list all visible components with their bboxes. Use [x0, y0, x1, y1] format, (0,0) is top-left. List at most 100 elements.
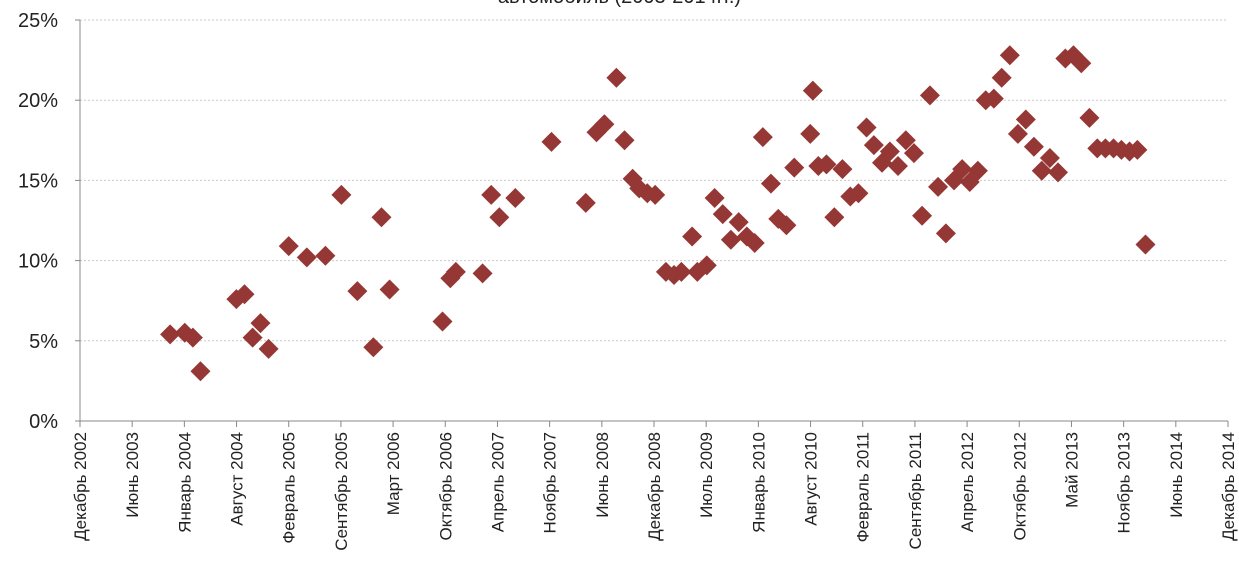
x-tick-label: Март 2006: [384, 432, 403, 515]
y-tick-labels: 0% 5% 10% 15% 20% 25%: [18, 10, 58, 433]
data-point: [800, 123, 821, 144]
y-tick-label: 15%: [18, 170, 58, 192]
data-point: [379, 279, 400, 300]
data-point: [575, 192, 596, 213]
data-point: [832, 159, 853, 180]
x-tick-labels: Декабрь 2002 Июнь 2003 Январь 2004 Август 2…: [71, 432, 1238, 551]
data-point: [1023, 136, 1044, 157]
x-tick-label: Август 2010: [802, 432, 821, 526]
data-point: [481, 184, 502, 205]
x-tick-label: Сентябрь 2011: [906, 432, 925, 549]
data-point: [696, 255, 717, 276]
data-point: [967, 160, 988, 181]
data-point: [1007, 123, 1028, 144]
x-tick-label: Июль 2009: [697, 432, 716, 518]
y-tick-label: 0%: [29, 411, 58, 433]
x-tick-label: Сентябрь 2005: [332, 432, 351, 551]
data-point: [606, 67, 627, 88]
data-point: [816, 154, 837, 175]
data-points: [160, 45, 1156, 382]
data-point: [1135, 234, 1156, 255]
data-point: [445, 261, 466, 282]
data-point: [614, 130, 635, 151]
data-point: [991, 67, 1012, 88]
y-tick-label: 5%: [29, 331, 58, 353]
y-tick-label: 10%: [18, 251, 58, 273]
data-point: [371, 207, 392, 228]
x-tick-label: Июнь 2014: [1167, 432, 1186, 518]
x-tick-label: Декабрь 2008: [645, 432, 664, 541]
data-point: [712, 204, 733, 225]
chart-title: автомобиль (2003-2014гг.): [0, 0, 1239, 9]
data-point: [848, 183, 869, 204]
data-point: [432, 311, 453, 332]
data-point: [863, 135, 884, 156]
data-point: [784, 157, 805, 178]
data-point: [594, 114, 615, 135]
x-tick-label: Май 2013: [1062, 432, 1081, 508]
data-point: [182, 327, 203, 348]
data-point: [1039, 147, 1060, 168]
x-tick-label: Апрель 2012: [958, 432, 977, 532]
data-point: [760, 173, 781, 194]
data-point: [983, 88, 1004, 109]
data-point: [887, 155, 908, 176]
data-point: [347, 281, 368, 302]
data-point: [752, 127, 773, 148]
x-tick-label: Декабрь 2014: [1219, 432, 1238, 541]
x-tick-label: Июнь 2008: [593, 432, 612, 518]
data-point: [278, 236, 299, 257]
data-point: [895, 130, 916, 151]
data-point: [912, 205, 933, 226]
data-point: [1031, 160, 1052, 181]
y-tick-label: 25%: [18, 10, 58, 32]
x-tick-label: Ноябрь 2007: [541, 432, 560, 534]
data-point: [296, 247, 317, 268]
x-tick-label: Июнь 2003: [123, 432, 142, 518]
data-point: [903, 143, 924, 164]
x-tick-label: Декабрь 2002: [71, 432, 90, 541]
x-tick-label: Октябрь 2006: [436, 432, 455, 540]
data-point: [671, 261, 692, 282]
data-point: [776, 215, 797, 236]
data-point: [315, 245, 336, 266]
x-tick-label: Август 2004: [228, 432, 247, 526]
data-point: [824, 207, 845, 228]
data-point: [1015, 109, 1036, 130]
data-point: [1048, 162, 1069, 183]
data-point: [190, 361, 211, 382]
data-point: [331, 184, 352, 205]
data-point: [541, 131, 562, 152]
data-point: [682, 226, 703, 247]
data-point: [802, 80, 823, 101]
x-tick-label: Февраль 2011: [854, 432, 873, 542]
x-tick-label: Апрель 2007: [488, 432, 507, 532]
data-point: [645, 184, 666, 205]
data-point: [999, 45, 1020, 66]
data-point: [1127, 139, 1148, 160]
x-tick-label: Октябрь 2012: [1010, 432, 1029, 540]
data-point: [489, 207, 510, 228]
data-point: [250, 313, 271, 334]
axes: [75, 19, 1229, 427]
gridlines: [80, 19, 1228, 342]
data-point: [919, 85, 940, 106]
x-tick-label: Январь 2010: [749, 432, 768, 533]
data-point: [505, 188, 526, 209]
data-point: [1063, 45, 1084, 66]
data-point: [928, 176, 949, 197]
data-point: [856, 117, 877, 138]
data-point: [242, 327, 263, 348]
data-point: [879, 141, 900, 162]
data-point: [952, 159, 973, 180]
data-point: [234, 284, 255, 305]
y-tick-label: 20%: [18, 90, 58, 112]
data-point: [1079, 107, 1100, 128]
data-point: [363, 337, 384, 358]
data-point: [472, 263, 493, 284]
x-tick-label: Февраль 2005: [280, 432, 299, 544]
data-point: [1071, 53, 1092, 74]
data-point: [935, 223, 956, 244]
data-point: [258, 338, 279, 359]
